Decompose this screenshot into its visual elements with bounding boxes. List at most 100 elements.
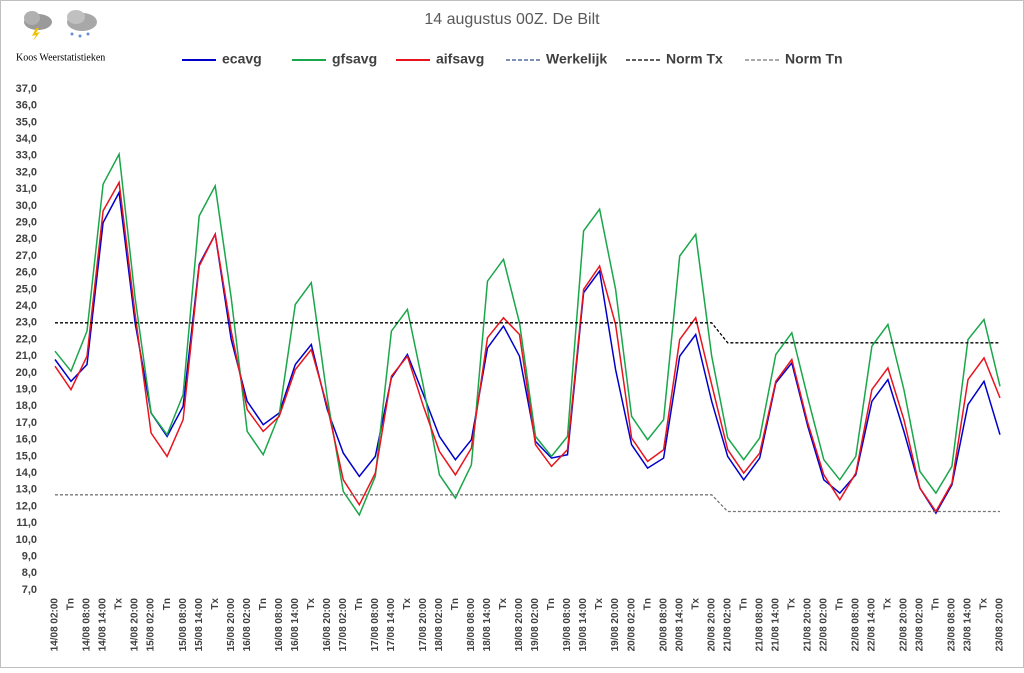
- x-tick-label: Tn: [931, 598, 942, 610]
- y-tick-label: 30,0: [16, 200, 37, 212]
- x-tick-label: 23/08 20:00: [995, 598, 1006, 652]
- x-tick-label: 22/08 08:00: [850, 598, 861, 652]
- x-tick-label: 17/08 20:00: [418, 598, 429, 652]
- x-tick-label: Tx: [210, 598, 221, 610]
- x-tick-label: Tn: [450, 598, 461, 610]
- legend-label: gfsavg: [332, 51, 377, 67]
- x-tick-label: Tn: [834, 598, 845, 610]
- x-tick-label: Tx: [979, 598, 990, 610]
- y-tick-label: 26,0: [16, 267, 37, 279]
- y-tick-label: 19,0: [16, 384, 37, 396]
- y-tick-label: 10,0: [16, 534, 37, 546]
- legend-label: Norm Tn: [785, 51, 843, 67]
- x-tick-label: 19/08 14:00: [578, 598, 589, 652]
- x-tick-label: 20/08 02:00: [626, 598, 637, 652]
- y-tick-label: 34,0: [16, 133, 37, 145]
- x-tick-label: Tx: [786, 598, 797, 610]
- x-tick-label: 20/08 14:00: [674, 598, 685, 652]
- y-tick-label: 16,0: [16, 434, 37, 446]
- x-tick-label: Tn: [738, 598, 749, 610]
- x-tick-label: 17/08 08:00: [370, 598, 381, 652]
- y-tick-label: 33,0: [16, 150, 37, 162]
- y-tick-label: 29,0: [16, 217, 37, 229]
- y-tick-label: 17,0: [16, 417, 37, 429]
- y-tick-label: 12,0: [16, 500, 37, 512]
- x-tick-label: 15/08 20:00: [226, 598, 237, 652]
- x-tick-label: 20/08 20:00: [706, 598, 717, 652]
- x-tick-label: 19/08 20:00: [610, 598, 621, 652]
- x-tick-label: 23/08 14:00: [963, 598, 974, 652]
- x-tick-label: 14/08 08:00: [82, 598, 93, 652]
- series-line: [55, 494, 1000, 513]
- x-tick-label: Tx: [402, 598, 413, 610]
- y-tick-label: 20,0: [16, 367, 37, 379]
- x-tick-label: 23/08 08:00: [947, 598, 958, 652]
- series-line: [54, 151, 1001, 517]
- x-tick-label: Tx: [690, 598, 701, 610]
- x-tick-label: 15/08 14:00: [194, 598, 205, 652]
- y-tick-label: 37,0: [16, 83, 37, 95]
- x-tick-label: Tx: [498, 598, 509, 610]
- logo: [24, 10, 97, 41]
- legend-label: aifsavg: [436, 51, 484, 67]
- y-tick-label: 15,0: [16, 450, 37, 462]
- y-tick-label: 11,0: [16, 517, 37, 529]
- x-tick-label: 23/08 02:00: [915, 598, 926, 652]
- x-tick-label: 14/08 02:00: [50, 598, 61, 652]
- y-tick-label: 31,0: [16, 183, 37, 195]
- y-tick-label: 8,0: [22, 567, 37, 579]
- x-tick-label: Tx: [306, 598, 317, 610]
- x-tick-label: 21/08 08:00: [754, 598, 765, 652]
- x-tick-label: 21/08 20:00: [802, 598, 813, 652]
- x-tick-label: 18/08 14:00: [482, 598, 493, 652]
- x-tick-label: 16/08 08:00: [274, 598, 285, 652]
- x-tick-label: 17/08 02:00: [338, 598, 349, 652]
- y-tick-label: 7,0: [22, 584, 37, 596]
- x-tick-label: 19/08 08:00: [562, 598, 573, 652]
- x-tick-label: Tn: [162, 598, 173, 610]
- series-line: [54, 180, 1001, 513]
- y-tick-label: 25,0: [16, 283, 37, 295]
- x-tick-label: 17/08 14:00: [386, 598, 397, 652]
- y-tick-label: 28,0: [16, 233, 37, 245]
- brand: Koos Weerstatistieken: [16, 52, 105, 63]
- x-tick-label: 16/08 14:00: [290, 598, 301, 652]
- x-tick-label: Tn: [258, 598, 269, 610]
- y-tick-label: 14,0: [16, 467, 37, 479]
- x-tick-label: Tx: [114, 598, 125, 610]
- x-tick-label: 18/08 20:00: [514, 598, 525, 652]
- x-tick-label: Tn: [642, 598, 653, 610]
- y-tick-label: 9,0: [22, 551, 37, 563]
- x-tick-label: 14/08 14:00: [98, 598, 109, 652]
- series-line: [55, 322, 1000, 344]
- y-tick-label: 36,0: [16, 100, 37, 112]
- x-tick-label: 19/08 02:00: [530, 598, 541, 652]
- x-tick-label: 15/08 02:00: [146, 598, 157, 652]
- x-tick-label: 18/08 08:00: [466, 598, 477, 652]
- x-tick-label: Tn: [354, 598, 365, 610]
- y-tick-label: 32,0: [16, 166, 37, 178]
- x-tick-label: 16/08 20:00: [322, 598, 333, 652]
- x-tick-label: 22/08 20:00: [899, 598, 910, 652]
- x-tick-label: Tx: [594, 598, 605, 610]
- x-tick-label: 15/08 08:00: [178, 598, 189, 652]
- legend-label: ecavg: [222, 51, 262, 67]
- x-tick-label: 22/08 14:00: [867, 598, 878, 652]
- x-tick-label: 14/08 20:00: [130, 598, 141, 652]
- legend-label: Norm Tx: [666, 51, 723, 67]
- chart-title: 14 augustus 00Z. De Bilt: [424, 11, 600, 28]
- y-tick-label: 35,0: [16, 116, 37, 128]
- y-tick-label: 18,0: [16, 400, 37, 412]
- x-tick-label: 22/08 02:00: [818, 598, 829, 652]
- x-tick-label: Tx: [883, 598, 894, 610]
- y-tick-label: 21,0: [16, 350, 37, 362]
- y-tick-label: 24,0: [16, 300, 37, 312]
- x-tick-label: 21/08 14:00: [770, 598, 781, 652]
- y-tick-label: 23,0: [16, 317, 37, 329]
- x-tick-label: 16/08 02:00: [242, 598, 253, 652]
- x-tick-label: 18/08 02:00: [434, 598, 445, 652]
- x-tick-label: Tn: [66, 598, 77, 610]
- y-tick-label: 27,0: [16, 250, 37, 262]
